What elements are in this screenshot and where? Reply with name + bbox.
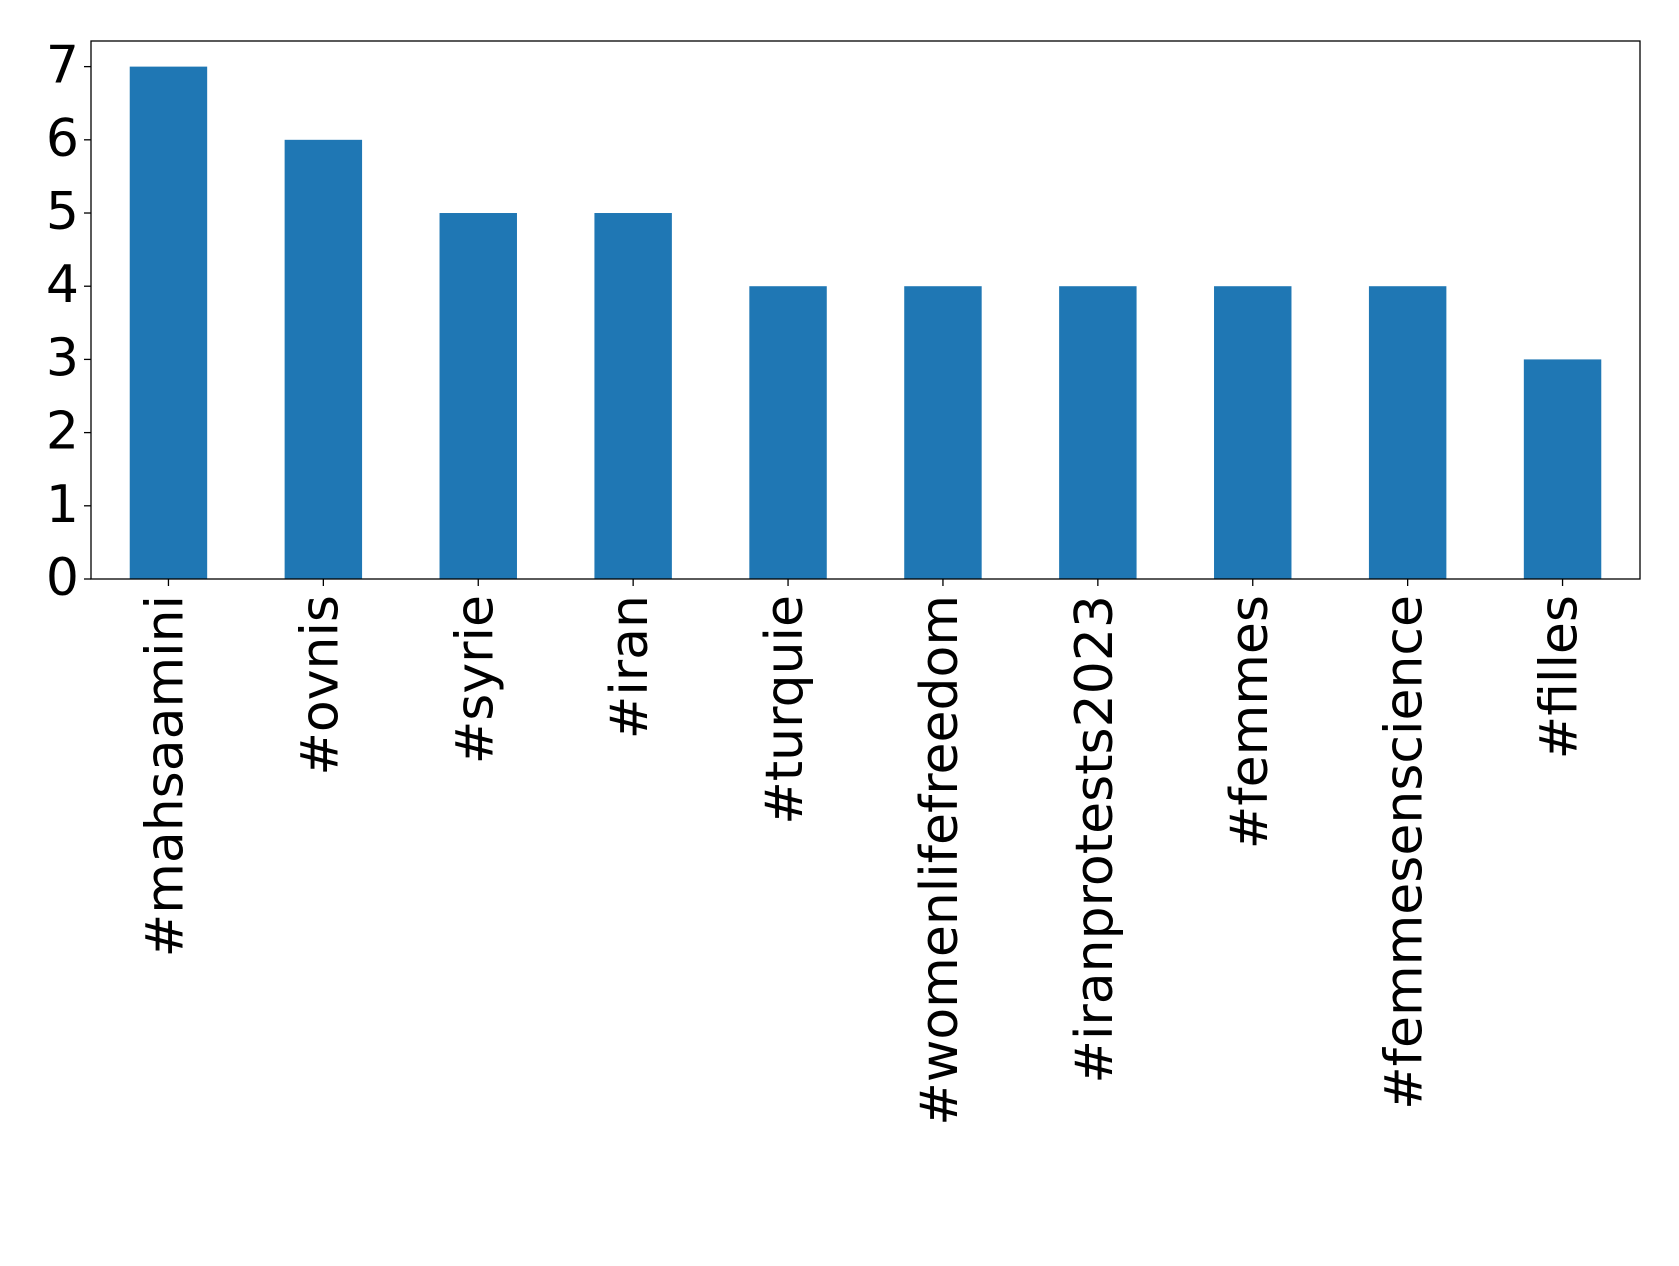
bar [1368, 286, 1447, 579]
y-tick-label: 4 [46, 255, 79, 315]
plot-frame [90, 40, 1641, 580]
bar [904, 286, 982, 579]
y-tick-label: 2 [46, 402, 79, 462]
bar [1059, 286, 1137, 579]
bar [1523, 359, 1602, 579]
y-tick-label: 6 [46, 109, 79, 169]
y-tick-label: 3 [46, 328, 79, 388]
x-tick-label: #femmesenscience [1375, 595, 1435, 1110]
x-tick-label: #mahsaamini [135, 595, 195, 957]
bar [439, 213, 517, 579]
bar [284, 139, 363, 579]
y-tick-label: 0 [46, 548, 79, 608]
x-tick-label: #womenlifefreedom [910, 595, 970, 1126]
bar [1214, 286, 1292, 579]
x-tick-label: #femmes [1220, 595, 1280, 849]
bar [129, 66, 208, 580]
y-tick-label: 1 [46, 475, 79, 535]
y-tick-label: 5 [46, 182, 79, 242]
x-tick-label: #syrie [445, 595, 505, 764]
x-tick-label: #ovnis [290, 595, 350, 776]
y-tick-label: 7 [46, 36, 79, 96]
x-tick-label: #filles [1530, 595, 1590, 759]
bar [749, 286, 827, 579]
x-tick-label: #turquie [755, 595, 815, 825]
bar [594, 213, 672, 579]
x-tick-label: #iran [600, 595, 660, 739]
x-tick-label: #iranprotests2023 [1065, 595, 1125, 1084]
